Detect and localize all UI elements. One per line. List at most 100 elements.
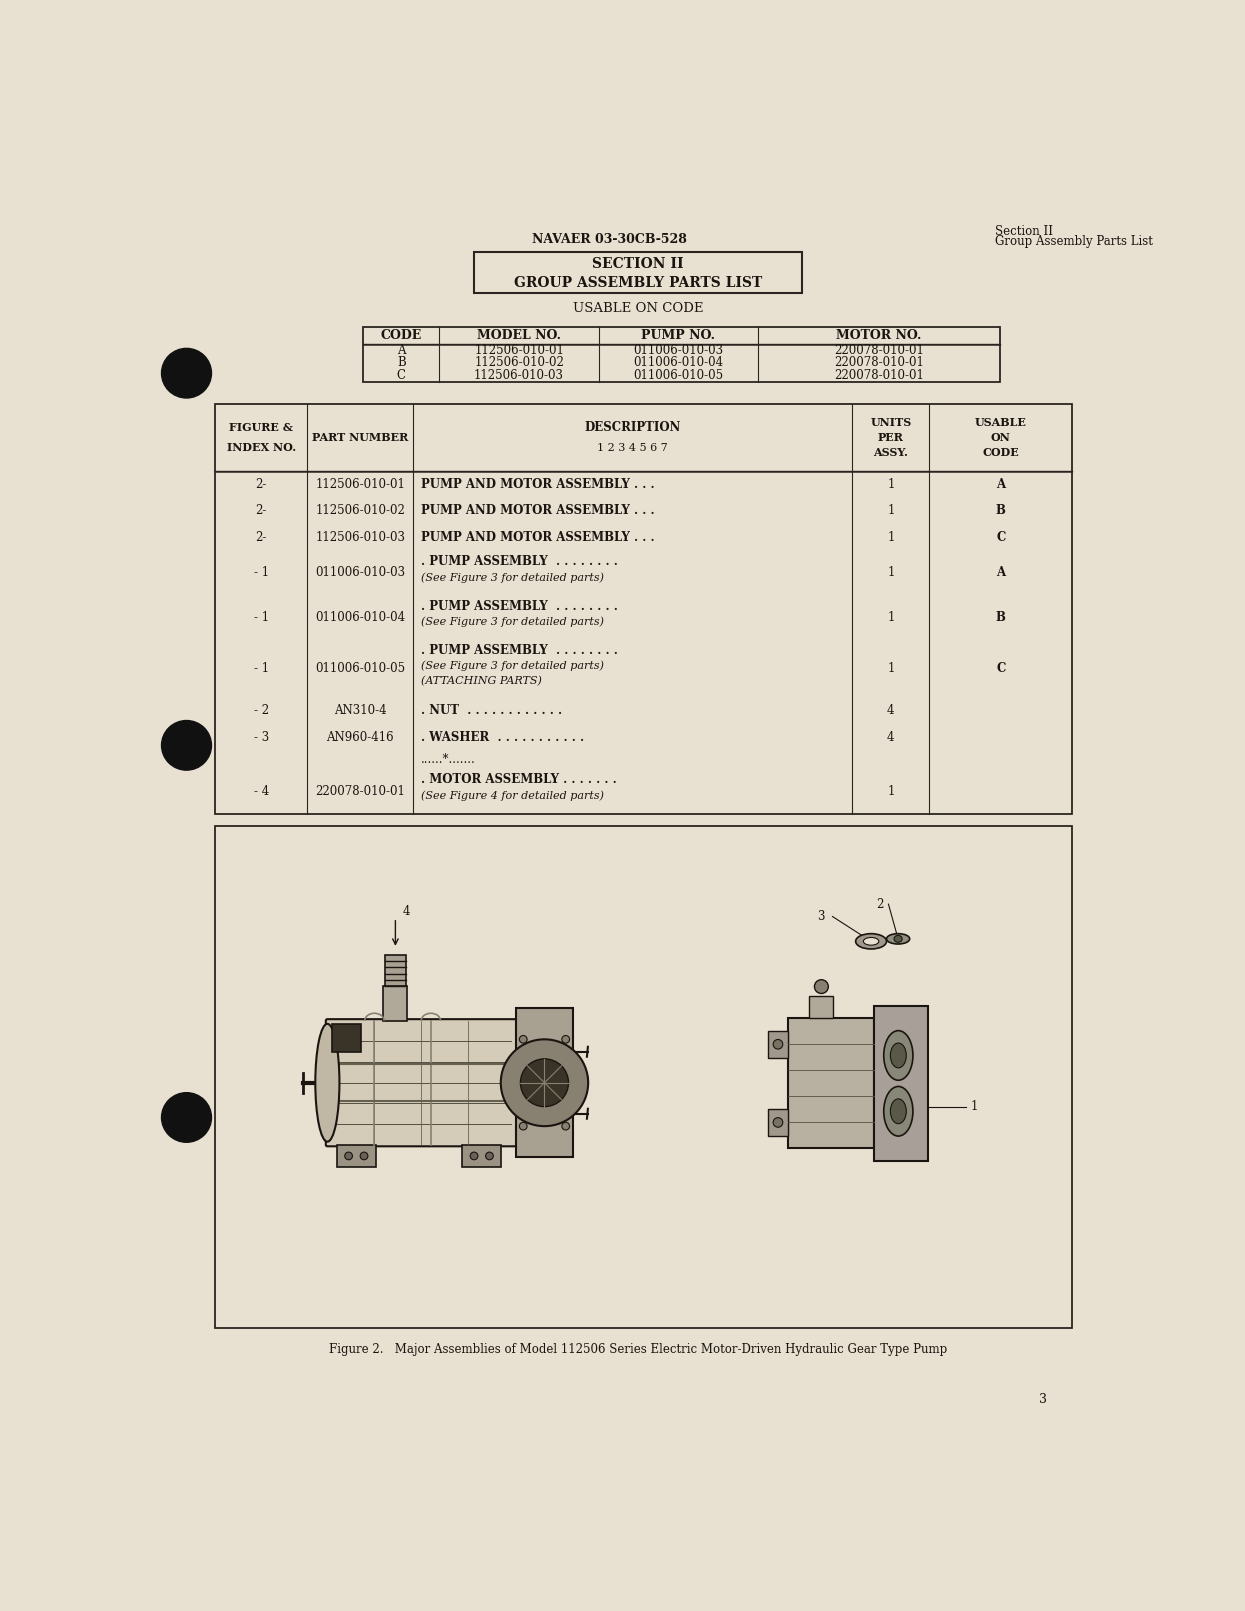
- Text: 3: 3: [1040, 1392, 1047, 1405]
- Text: ON: ON: [991, 432, 1011, 443]
- Circle shape: [519, 1036, 527, 1044]
- Text: - 1: - 1: [254, 662, 269, 675]
- Text: 112506-010-01: 112506-010-01: [315, 478, 405, 491]
- Text: Section II: Section II: [995, 224, 1053, 238]
- Bar: [383, 986, 407, 1021]
- Ellipse shape: [855, 934, 886, 949]
- Text: 1: 1: [888, 662, 895, 675]
- Ellipse shape: [884, 1086, 913, 1136]
- Text: . MOTOR ASSEMBLY . . . . . . .: . MOTOR ASSEMBLY . . . . . . .: [421, 773, 616, 786]
- Text: FIGURE &: FIGURE &: [229, 422, 294, 433]
- Text: C: C: [996, 662, 1006, 675]
- Text: . NUT  . . . . . . . . . . . .: . NUT . . . . . . . . . . . .: [421, 704, 561, 717]
- Circle shape: [360, 1152, 367, 1160]
- Text: CODE: CODE: [381, 329, 422, 342]
- Text: USABLE: USABLE: [975, 417, 1027, 429]
- Text: - 1: - 1: [254, 565, 269, 578]
- Bar: [215, 404, 1072, 814]
- Text: AN960-416: AN960-416: [326, 731, 393, 744]
- Circle shape: [561, 1123, 569, 1129]
- Text: 011006-010-05: 011006-010-05: [315, 662, 405, 675]
- Text: (See Figure 3 for detailed parts): (See Figure 3 for detailed parts): [421, 572, 604, 583]
- Bar: [337, 1145, 376, 1166]
- Text: 3: 3: [817, 910, 824, 923]
- Text: - 1: - 1: [254, 611, 269, 623]
- Text: CODE: CODE: [982, 448, 1020, 458]
- Text: USABLE ON CODE: USABLE ON CODE: [573, 303, 703, 316]
- Text: INDEX NO.: INDEX NO.: [227, 441, 296, 453]
- Text: AN310-4: AN310-4: [334, 704, 386, 717]
- Text: MODEL NO.: MODEL NO.: [477, 329, 561, 342]
- Text: PER: PER: [878, 432, 904, 443]
- Bar: [788, 1018, 874, 1149]
- Text: . PUMP ASSEMBLY  . . . . . . . .: . PUMP ASSEMBLY . . . . . . . .: [421, 599, 618, 612]
- Text: DESCRIPTION: DESCRIPTION: [585, 420, 681, 435]
- Bar: [385, 955, 406, 986]
- Text: (See Figure 3 for detailed parts): (See Figure 3 for detailed parts): [421, 617, 604, 627]
- Text: A: A: [996, 565, 1006, 578]
- Text: 1: 1: [888, 565, 895, 578]
- Circle shape: [519, 1123, 527, 1129]
- Text: 1: 1: [971, 1100, 979, 1113]
- Text: 011006-010-03: 011006-010-03: [315, 565, 405, 578]
- Circle shape: [471, 1152, 478, 1160]
- Text: UNITS: UNITS: [870, 417, 911, 429]
- Bar: [768, 1031, 788, 1058]
- Text: (ATTACHING PARTS): (ATTACHING PARTS): [421, 675, 542, 686]
- Text: (See Figure 4 for detailed parts): (See Figure 4 for detailed parts): [421, 791, 604, 801]
- Circle shape: [561, 1036, 569, 1044]
- Circle shape: [486, 1152, 493, 1160]
- Text: 2-: 2-: [255, 504, 266, 517]
- Text: PUMP AND MOTOR ASSEMBLY . . .: PUMP AND MOTOR ASSEMBLY . . .: [421, 478, 655, 491]
- Text: 2: 2: [876, 897, 884, 910]
- Circle shape: [773, 1118, 783, 1128]
- Text: 011006-010-04: 011006-010-04: [634, 356, 723, 369]
- Text: - 4: - 4: [254, 785, 269, 797]
- Text: 112506-010-01: 112506-010-01: [474, 343, 564, 356]
- Text: 112506-010-03: 112506-010-03: [474, 369, 564, 382]
- FancyBboxPatch shape: [515, 1008, 574, 1157]
- Text: 4: 4: [888, 704, 895, 717]
- Text: 1: 1: [888, 478, 895, 491]
- Text: B: B: [397, 356, 406, 369]
- Bar: [768, 1108, 788, 1136]
- FancyBboxPatch shape: [326, 1020, 517, 1147]
- Text: 220078-010-01: 220078-010-01: [315, 785, 405, 797]
- Text: ASSY.: ASSY.: [874, 448, 909, 458]
- Text: 2-: 2-: [255, 478, 266, 491]
- Bar: [332, 1025, 361, 1052]
- Text: 1 2 3 4 5 6 7: 1 2 3 4 5 6 7: [598, 443, 669, 453]
- Text: A: A: [397, 343, 406, 356]
- Ellipse shape: [890, 1099, 906, 1124]
- Circle shape: [814, 979, 828, 994]
- Text: 011006-010-04: 011006-010-04: [315, 611, 405, 623]
- Bar: [874, 1005, 928, 1162]
- Text: - 3: - 3: [254, 731, 269, 744]
- Text: A: A: [996, 478, 1006, 491]
- Text: C: C: [996, 530, 1006, 543]
- Text: 220078-010-01: 220078-010-01: [834, 343, 924, 356]
- Ellipse shape: [884, 1031, 913, 1081]
- Text: 4: 4: [888, 731, 895, 744]
- Text: B: B: [996, 504, 1006, 517]
- Ellipse shape: [863, 938, 879, 946]
- Text: 1: 1: [888, 785, 895, 797]
- Text: 1: 1: [888, 530, 895, 543]
- Text: 011006-010-05: 011006-010-05: [634, 369, 723, 382]
- Text: . WASHER  . . . . . . . . . . .: . WASHER . . . . . . . . . . .: [421, 731, 584, 744]
- Ellipse shape: [315, 1025, 340, 1142]
- Text: NAVAER 03-30CB-528: NAVAER 03-30CB-528: [532, 232, 686, 246]
- Ellipse shape: [886, 934, 910, 944]
- Text: - 2: - 2: [254, 704, 269, 717]
- Text: 011006-010-03: 011006-010-03: [634, 343, 723, 356]
- Text: SECTION II: SECTION II: [593, 258, 684, 271]
- Text: PUMP AND MOTOR ASSEMBLY . . .: PUMP AND MOTOR ASSEMBLY . . .: [421, 504, 655, 517]
- Text: 2-: 2-: [255, 530, 266, 543]
- Circle shape: [162, 720, 212, 770]
- Text: 1: 1: [888, 611, 895, 623]
- Circle shape: [773, 1039, 783, 1049]
- Bar: [215, 826, 1072, 1329]
- Text: . PUMP ASSEMBLY  . . . . . . . .: . PUMP ASSEMBLY . . . . . . . .: [421, 644, 618, 657]
- Text: 220078-010-01: 220078-010-01: [834, 369, 924, 382]
- Text: 112506-010-02: 112506-010-02: [315, 504, 405, 517]
